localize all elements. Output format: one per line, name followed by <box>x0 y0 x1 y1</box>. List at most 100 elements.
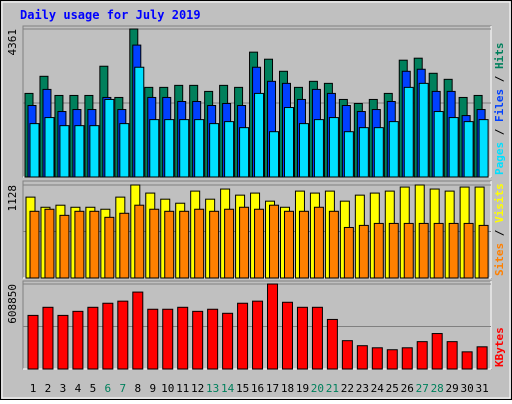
bar <box>72 310 84 370</box>
bar <box>147 308 159 370</box>
legend-entry: Sites <box>493 243 506 276</box>
bar <box>164 119 175 178</box>
bar <box>59 125 70 178</box>
x-tick-label: 6 <box>105 382 112 395</box>
bar <box>418 222 429 279</box>
x-tick-label: 10 <box>161 382 174 395</box>
x-tick-label: 24 <box>371 382 385 395</box>
x-tick-label: 18 <box>281 382 294 395</box>
bar <box>237 302 249 370</box>
legend-entry: Visits <box>493 183 506 223</box>
x-tick-label: 20 <box>311 382 324 395</box>
x-tick-label: 13 <box>206 382 219 395</box>
bar <box>269 131 280 178</box>
x-tick-label: 15 <box>236 382 249 395</box>
bar <box>478 119 489 178</box>
bar <box>149 208 160 279</box>
legend-entry: Files <box>493 89 506 122</box>
x-tick-label: 1 <box>30 382 37 395</box>
bar <box>179 119 190 178</box>
x-tick-label: 5 <box>90 382 97 395</box>
bar <box>461 351 473 370</box>
bar <box>134 66 145 178</box>
bar <box>44 117 55 178</box>
x-tick-label: 14 <box>221 382 235 395</box>
bar <box>388 121 399 178</box>
x-tick-label: 9 <box>149 382 156 395</box>
bar <box>403 86 414 178</box>
bar <box>341 340 353 370</box>
x-tick-label: 28 <box>431 382 444 395</box>
legend: Sites / Visits <box>493 183 506 276</box>
bar <box>478 224 489 279</box>
bar <box>328 210 339 279</box>
bar <box>448 117 459 178</box>
bar <box>222 312 234 370</box>
bar <box>446 341 458 370</box>
bar <box>29 123 40 178</box>
bar <box>267 283 279 370</box>
bar <box>119 123 130 178</box>
bar <box>102 302 114 370</box>
bar <box>252 300 264 370</box>
x-tick-label: 11 <box>176 382 189 395</box>
bar <box>373 222 384 279</box>
bar <box>89 125 100 178</box>
bar <box>254 92 265 178</box>
x-tick-label: 12 <box>191 382 204 395</box>
bar <box>418 82 429 178</box>
bar <box>192 310 204 370</box>
bar <box>403 222 414 279</box>
bar <box>311 306 323 370</box>
x-tick-label: 22 <box>341 382 354 395</box>
x-tick-label: 7 <box>120 382 127 395</box>
bar <box>463 121 474 178</box>
x-tick-label: 2 <box>45 382 52 395</box>
bar <box>283 210 294 279</box>
bar <box>164 210 175 279</box>
bar <box>27 314 39 370</box>
bar <box>209 123 220 178</box>
bar <box>209 210 220 279</box>
bar <box>74 210 85 279</box>
x-tick-label: 25 <box>386 382 399 395</box>
bar <box>448 222 459 279</box>
bar <box>269 204 280 279</box>
bar <box>89 210 100 279</box>
bar <box>207 308 219 370</box>
bar <box>298 210 309 279</box>
bar <box>224 121 235 178</box>
bar <box>313 119 324 178</box>
bar <box>431 333 443 370</box>
x-tick-label: 8 <box>134 382 141 395</box>
bar <box>433 111 444 178</box>
bar <box>401 347 413 370</box>
bar <box>416 341 428 370</box>
bar <box>194 119 205 178</box>
bar <box>134 204 145 279</box>
legend-entry: Pages <box>493 142 506 175</box>
y-tick-label: 1128 <box>6 185 19 212</box>
bar <box>281 301 293 370</box>
bar <box>132 291 144 370</box>
bar <box>388 222 399 279</box>
bar <box>358 224 369 279</box>
x-tick-label: 4 <box>75 382 82 395</box>
bar <box>119 212 130 279</box>
bar <box>42 306 54 370</box>
x-tick-label: 29 <box>446 382 459 395</box>
bar <box>29 210 40 279</box>
bar <box>326 318 338 370</box>
bar <box>149 119 160 178</box>
bar <box>463 222 474 279</box>
bar <box>59 214 70 279</box>
bar <box>371 347 383 370</box>
bar <box>104 98 115 178</box>
bar <box>239 206 250 279</box>
x-tick-label: 17 <box>266 382 279 395</box>
legend-separator: / <box>493 122 506 142</box>
bar <box>313 206 324 279</box>
bar <box>433 222 444 279</box>
bar <box>162 308 174 370</box>
